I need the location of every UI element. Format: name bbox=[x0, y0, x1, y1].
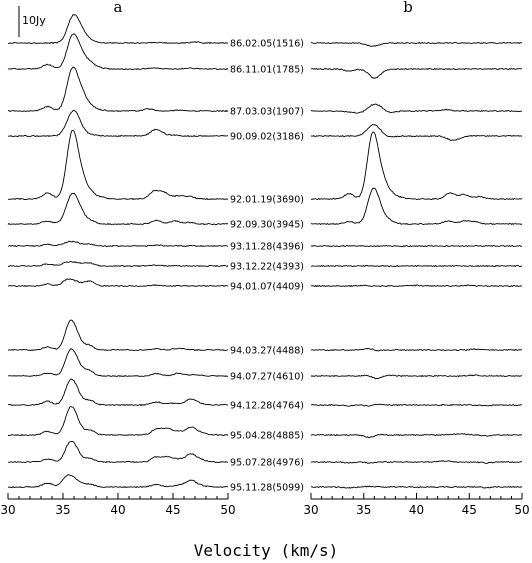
epoch-label: 86.11.01(1785) bbox=[230, 65, 304, 76]
spectra-traces bbox=[7, 14, 523, 489]
x-tick-label: 40 bbox=[409, 503, 424, 517]
spectrum-a-11 bbox=[7, 378, 229, 406]
x-tick-label: 45 bbox=[165, 503, 180, 517]
spectrum-a-1 bbox=[7, 33, 229, 70]
epoch-label: 92.01.19(3690) bbox=[230, 195, 304, 206]
epoch-label: 94.07.27(4610) bbox=[230, 372, 304, 383]
x-tick-label: 50 bbox=[514, 503, 529, 517]
spectrum-a-12 bbox=[8, 406, 229, 436]
panel-a-label: a bbox=[114, 0, 123, 16]
spectrum-a-7 bbox=[7, 260, 229, 267]
spectrum-b-13 bbox=[310, 460, 523, 464]
epoch-label: 95.04.28(4885) bbox=[230, 431, 304, 442]
x-tick-label: 30 bbox=[303, 503, 318, 517]
epoch-label: 86.02.05(1516) bbox=[230, 39, 304, 50]
spectrum-a-8 bbox=[7, 278, 229, 287]
spectrum-b-14 bbox=[310, 485, 523, 489]
x-tick-label: 40 bbox=[110, 503, 125, 517]
x-tick-label: 35 bbox=[356, 503, 371, 517]
x-tick-label: 50 bbox=[220, 503, 235, 517]
x-axes: 30 35 40 45 50 30 35 40 45 50 bbox=[0, 493, 530, 517]
epoch-labels: 86.02.05(1516) 86.11.01(1785) 87.03.03(190… bbox=[230, 39, 304, 494]
epoch-label: 94.03.27(4488) bbox=[230, 346, 304, 357]
spectrum-a-6 bbox=[7, 240, 229, 247]
spectrum-a-13 bbox=[8, 440, 229, 463]
spectrum-a-3 bbox=[7, 109, 229, 137]
spectrum-b-4 bbox=[310, 131, 523, 200]
spectrum-b-5 bbox=[310, 187, 523, 225]
spectrum-a-5 bbox=[7, 192, 229, 225]
x-tick-label: 30 bbox=[0, 503, 15, 517]
spectrum-b-10 bbox=[310, 374, 523, 380]
x-tick-label: 45 bbox=[462, 503, 477, 517]
spectrum-b-12 bbox=[310, 433, 522, 439]
epoch-label: 95.11.28(5099) bbox=[230, 483, 304, 494]
spectrum-b-3 bbox=[310, 123, 523, 141]
spectrum-a-2 bbox=[7, 66, 229, 112]
epoch-label: 94.01.07(4409) bbox=[230, 282, 304, 293]
epoch-label: 93.11.28(4396) bbox=[230, 242, 304, 253]
scale-bar: 10Jy bbox=[18, 6, 46, 37]
spectrum-b-7 bbox=[311, 265, 523, 267]
epoch-label: 87.03.03(1907) bbox=[230, 107, 304, 118]
spectrum-a-0 bbox=[7, 14, 229, 44]
spectrum-b-9 bbox=[310, 348, 523, 352]
spectrum-b-1 bbox=[311, 68, 523, 79]
epoch-label: 92.09.30(3945) bbox=[230, 220, 304, 231]
x-axis-label: Velocity (km/s) bbox=[194, 541, 339, 560]
epoch-label: 90.09.02(3186) bbox=[230, 132, 304, 143]
epoch-label: 94.12.28(4764) bbox=[230, 401, 304, 412]
spectrum-a-10 bbox=[8, 348, 229, 377]
spectrum-a-4 bbox=[7, 129, 229, 200]
spectrum-a-9 bbox=[7, 319, 229, 351]
scale-bar-label: 10Jy bbox=[22, 14, 46, 27]
epoch-label: 95.07.28(4976) bbox=[230, 458, 304, 469]
panel-b-label: b bbox=[403, 0, 413, 16]
spectrum-b-8 bbox=[310, 284, 523, 287]
spectrum-b-11 bbox=[310, 403, 523, 407]
spectrum-a-14 bbox=[7, 474, 229, 488]
epoch-label: 93.12.22(4393) bbox=[230, 262, 304, 273]
spectrum-b-0 bbox=[310, 42, 522, 47]
spectrum-b-6 bbox=[310, 245, 523, 247]
x-tick-label: 35 bbox=[55, 503, 70, 517]
spectrum-b-2 bbox=[310, 103, 523, 114]
